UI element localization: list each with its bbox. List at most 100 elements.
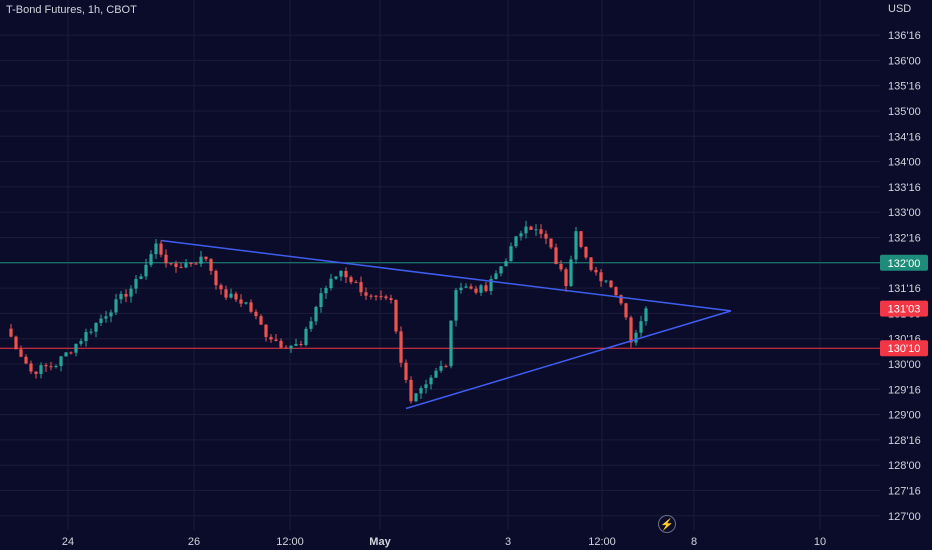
candle-body: [134, 278, 138, 289]
price-tick-label: 134'16: [888, 131, 921, 143]
candle-body: [519, 233, 523, 237]
level-badge-label: 132'00: [888, 258, 921, 270]
time-tick-label: 12:00: [276, 536, 304, 548]
candle-body: [419, 388, 423, 394]
candle-body: [104, 316, 108, 319]
candle-body: [94, 322, 98, 332]
candle-body: [544, 233, 548, 239]
candle-body: [244, 302, 248, 304]
time-tick-label: 3: [505, 536, 511, 548]
candle-body: [159, 243, 163, 255]
candle-body: [339, 270, 343, 277]
price-tick-label: 131'16: [888, 283, 921, 295]
candle-body: [274, 339, 278, 341]
candle-body: [169, 263, 173, 265]
candle-body: [609, 280, 613, 288]
candle-body: [389, 298, 393, 300]
trendline: [160, 239, 732, 312]
price-tick-label: 130'00: [888, 359, 921, 371]
candle-body: [24, 356, 28, 364]
currency-label: USD: [888, 3, 912, 15]
candle-body: [644, 308, 648, 322]
candle-body: [364, 292, 368, 296]
candle-body: [189, 263, 193, 265]
candle-body: [394, 299, 398, 332]
time-tick-label: 12:00: [588, 536, 616, 548]
candle-body: [239, 299, 243, 304]
time-axis[interactable]: 24 26 12:00 May 3 12:00 8 10: [62, 536, 826, 548]
candle-body: [139, 276, 143, 279]
candle-body: [14, 336, 18, 350]
price-axis[interactable]: 136'16 136'00 135'16 135'00 134'16 134'00 133'…: [888, 30, 921, 523]
candle-body: [564, 269, 568, 287]
candle-body: [49, 366, 53, 368]
candle-body: [34, 371, 38, 374]
chart-grid: [0, 0, 880, 530]
candle-body: [639, 321, 643, 333]
price-tick-label: 129'16: [888, 384, 921, 396]
candle-body: [409, 379, 413, 402]
candle-body: [289, 345, 293, 349]
time-tick-label: 26: [188, 536, 200, 548]
candle-body: [234, 293, 238, 300]
candle-body: [624, 303, 628, 318]
candle-body: [304, 328, 308, 345]
candle-body: [329, 278, 333, 289]
candle-body: [219, 285, 223, 290]
candle-body: [549, 238, 553, 248]
candle-body: [469, 286, 473, 289]
candle-body: [9, 328, 13, 337]
candle-body: [64, 352, 68, 357]
horizontal-levels: [0, 262, 880, 349]
candle-body: [614, 287, 618, 296]
candle-body: [619, 295, 623, 304]
candle-body: [184, 263, 188, 268]
candle-body: [449, 320, 453, 367]
price-tick-label: 136'16: [888, 30, 921, 42]
candle-body: [474, 288, 478, 293]
candle-body: [529, 226, 533, 230]
candle-body: [569, 259, 573, 287]
candle-body: [309, 321, 313, 329]
candle-body: [514, 236, 518, 247]
candle-body: [539, 229, 543, 234]
candle-body: [349, 277, 353, 283]
candle-body: [79, 341, 83, 344]
candle-body: [604, 280, 608, 282]
candle-body: [509, 246, 513, 262]
candle-body: [224, 289, 228, 298]
time-tick-label: 8: [691, 536, 697, 548]
candle-body: [264, 324, 268, 337]
candle-body: [259, 316, 263, 325]
candle-body: [484, 285, 488, 292]
candle-body: [124, 293, 128, 297]
candle-body: [379, 296, 383, 298]
candle-body: [354, 282, 358, 284]
candle-body: [629, 317, 633, 343]
price-tick-label: 127'00: [888, 511, 921, 523]
candle-body: [459, 287, 463, 291]
candle-body: [594, 269, 598, 273]
candle-body: [454, 290, 458, 321]
last-price-badge-label: 131'03: [888, 304, 921, 316]
candle-body: [294, 344, 298, 346]
candle-body: [579, 231, 583, 247]
price-tick-label: 129'00: [888, 410, 921, 422]
price-tick-label: 128'16: [888, 435, 921, 447]
level-badge-label: 130'10: [888, 343, 921, 355]
candle-body: [29, 363, 33, 372]
candle-body: [154, 243, 158, 255]
candle-body: [334, 276, 338, 279]
candle-body: [44, 365, 48, 367]
candle-body: [129, 288, 133, 297]
bolt-icon[interactable]: ⚡: [658, 515, 676, 533]
candle-body: [414, 393, 418, 402]
candle-body: [444, 366, 448, 368]
candle-body: [204, 256, 208, 260]
candle-body: [214, 270, 218, 286]
candle-body: [109, 312, 113, 317]
candle-body: [384, 296, 388, 299]
trendline: [405, 310, 732, 410]
candle-body: [59, 356, 63, 366]
